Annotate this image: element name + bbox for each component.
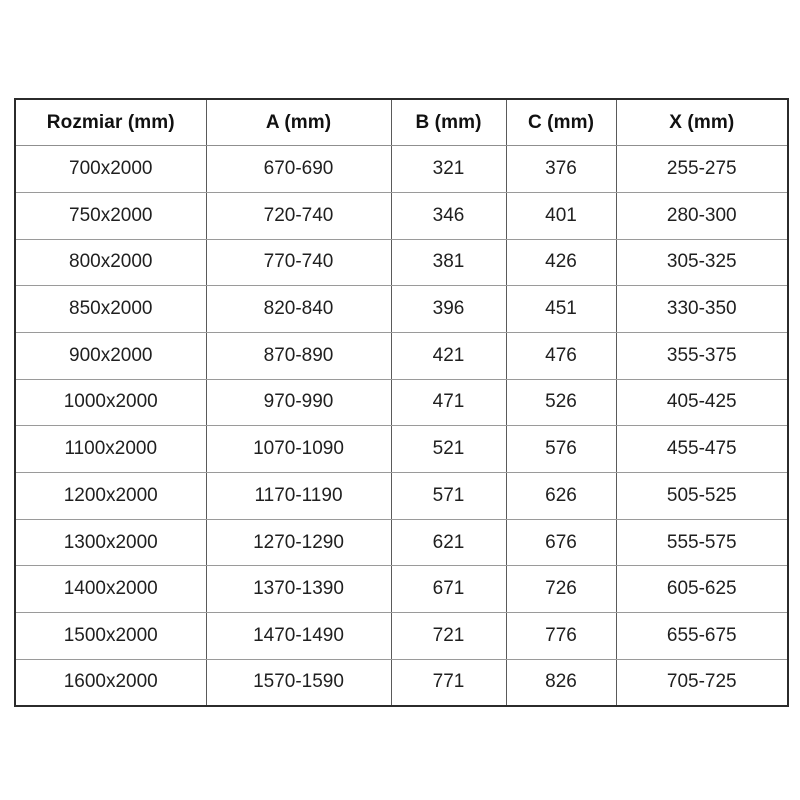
cell-b: 721: [391, 612, 507, 660]
cell-x: 655-675: [616, 612, 788, 660]
cell-size: 1000x2000: [15, 379, 207, 427]
cell-size: 1400x2000: [15, 565, 207, 614]
cell-a: 1170-1190: [206, 472, 392, 520]
cell-x: 355-375: [616, 332, 788, 380]
cell-c: 576: [506, 425, 617, 473]
cell-size: 1300x2000: [15, 519, 207, 567]
dimensions-table: Rozmiar (mm) A (mm) B (mm) C (mm) X (mm)…: [14, 98, 789, 707]
cell-x: 405-425: [616, 379, 788, 427]
table-row: 800x2000 770-740 381 426 305-325: [15, 239, 788, 287]
cell-b: 381: [391, 239, 507, 287]
table-row: 1400x2000 1370-1390 671 726 605-625: [15, 565, 788, 614]
cell-a: 1270-1290: [206, 519, 392, 567]
cell-c: 526: [506, 379, 617, 427]
table-row: 1500x2000 1470-1490 721 776 655-675: [15, 612, 788, 660]
table-body: 700x2000 670-690 321 376 255-275 750x2000 720-…: [15, 145, 788, 706]
cell-c: 476: [506, 332, 617, 380]
cell-size: 1600x2000: [15, 659, 207, 706]
cell-size: 700x2000: [15, 145, 207, 193]
cell-c: 776: [506, 612, 617, 660]
cell-size: 800x2000: [15, 239, 207, 287]
cell-a: 970-990: [206, 379, 392, 427]
table-row: 750x2000 720-740 346 401 280-300: [15, 192, 788, 240]
cell-a: 820-840: [206, 285, 392, 333]
cell-size: 1100x2000: [15, 425, 207, 473]
cell-x: 705-725: [666, 671, 737, 693]
cell-c: 451: [506, 285, 617, 333]
table-row: 850x2000 820-840 396 451 330-350: [15, 285, 788, 333]
cell-x: 255-275: [616, 145, 788, 193]
table-row: 1100x2000 1070-1090 521 576 455-475: [15, 425, 788, 473]
cell-a: 720-740: [206, 192, 392, 240]
column-header-a: A (mm): [206, 99, 392, 147]
cell-size: 1200x2000: [15, 472, 207, 520]
cell-b: 621: [391, 519, 507, 567]
cell-c: 426: [506, 239, 617, 287]
table-header-row: Rozmiar (mm) A (mm) B (mm) C (mm) X (mm): [15, 99, 788, 147]
specification-table-container: Rozmiar (mm) A (mm) B (mm) C (mm) X (mm)…: [14, 98, 789, 707]
cell-x: 280-300: [616, 192, 788, 240]
cell-b: 571: [391, 472, 507, 520]
cell-b: 471: [391, 379, 507, 427]
cell-a: 670-690: [206, 145, 392, 193]
cell-size: 850x2000: [15, 285, 207, 333]
cell-x: 505-525: [616, 472, 788, 520]
cell-b: 421: [391, 332, 507, 380]
cell-x: 605-625: [616, 565, 788, 614]
cell-a: 870-890: [206, 332, 392, 380]
cell-c: 401: [506, 192, 617, 240]
table-header: Rozmiar (mm) A (mm) B (mm) C (mm) X (mm): [15, 99, 788, 147]
cell-size: 900x2000: [15, 332, 207, 380]
cell-a: 1370-1390: [206, 565, 392, 614]
cell-a: 1470-1490: [206, 612, 392, 660]
cell-c: 376: [506, 145, 617, 193]
cell-c: 676: [506, 519, 617, 567]
column-header-rozmiar: Rozmiar (mm): [15, 99, 207, 147]
cell-c: 726: [506, 565, 617, 614]
column-header-b: B (mm): [391, 99, 507, 147]
table-row: 900x2000 870-890 421 476 355-375: [15, 332, 788, 380]
cell-x: 455-475: [616, 425, 788, 473]
cell-x: 555-575: [616, 519, 788, 567]
table-row: 1000x2000 970-990 471 526 405-425: [15, 379, 788, 427]
cell-c: 626: [506, 472, 617, 520]
column-header-x: X (mm): [616, 99, 788, 147]
cell-b: 671: [391, 565, 507, 614]
cell-a: 770-740: [206, 239, 392, 287]
cell-b: 521: [391, 425, 507, 473]
table-row: 700x2000 670-690 321 376 255-275: [15, 145, 788, 193]
cell-x: 330-350: [616, 285, 788, 333]
table-row: 1200x2000 1170-1190 571 626 505-525: [15, 472, 788, 520]
table-row: 1300x2000 1270-1290 621 676 555-575: [15, 519, 788, 567]
cell-b: 771: [391, 659, 507, 706]
cell-c: 826: [506, 659, 617, 706]
cell-a: 1070-1090: [206, 425, 392, 473]
column-header-c: C (mm): [506, 99, 617, 147]
table-row: 1600x2000 1570-1590 771 826 705-725: [15, 659, 788, 706]
cell-b: 321: [391, 145, 507, 193]
cell-b: 346: [391, 192, 507, 240]
cell-a: 1570-1590: [206, 659, 392, 706]
cell-x: 305-325: [616, 239, 788, 287]
cell-size: 1500x2000: [15, 612, 207, 660]
cell-b: 396: [391, 285, 507, 333]
cell-size: 750x2000: [15, 192, 207, 240]
